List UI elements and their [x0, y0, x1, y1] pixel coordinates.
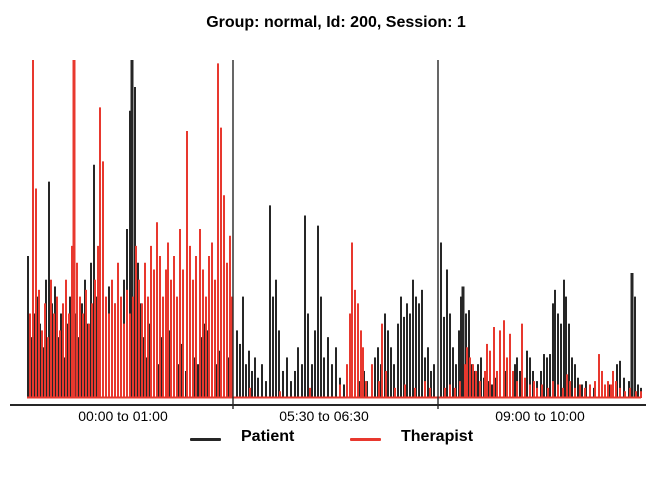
legend: Patient Therapist: [0, 428, 672, 454]
chart-title: Group: normal, Id: 200, Session: 1: [206, 14, 466, 31]
x-axis-label-segment-2: 05:30 to 06:30: [279, 408, 369, 424]
legend-label-therapist: Therapist: [401, 428, 474, 445]
legend-line-therapist: [350, 438, 381, 441]
plot-area: [10, 60, 646, 409]
x-axis-label-segment-3: 09:00 to 10:00: [495, 408, 585, 424]
legend-line-patient: [190, 438, 221, 441]
legend-label-patient: Patient: [241, 428, 295, 445]
x-axis-label-segment-1: 00:00 to 01:00: [78, 408, 168, 424]
